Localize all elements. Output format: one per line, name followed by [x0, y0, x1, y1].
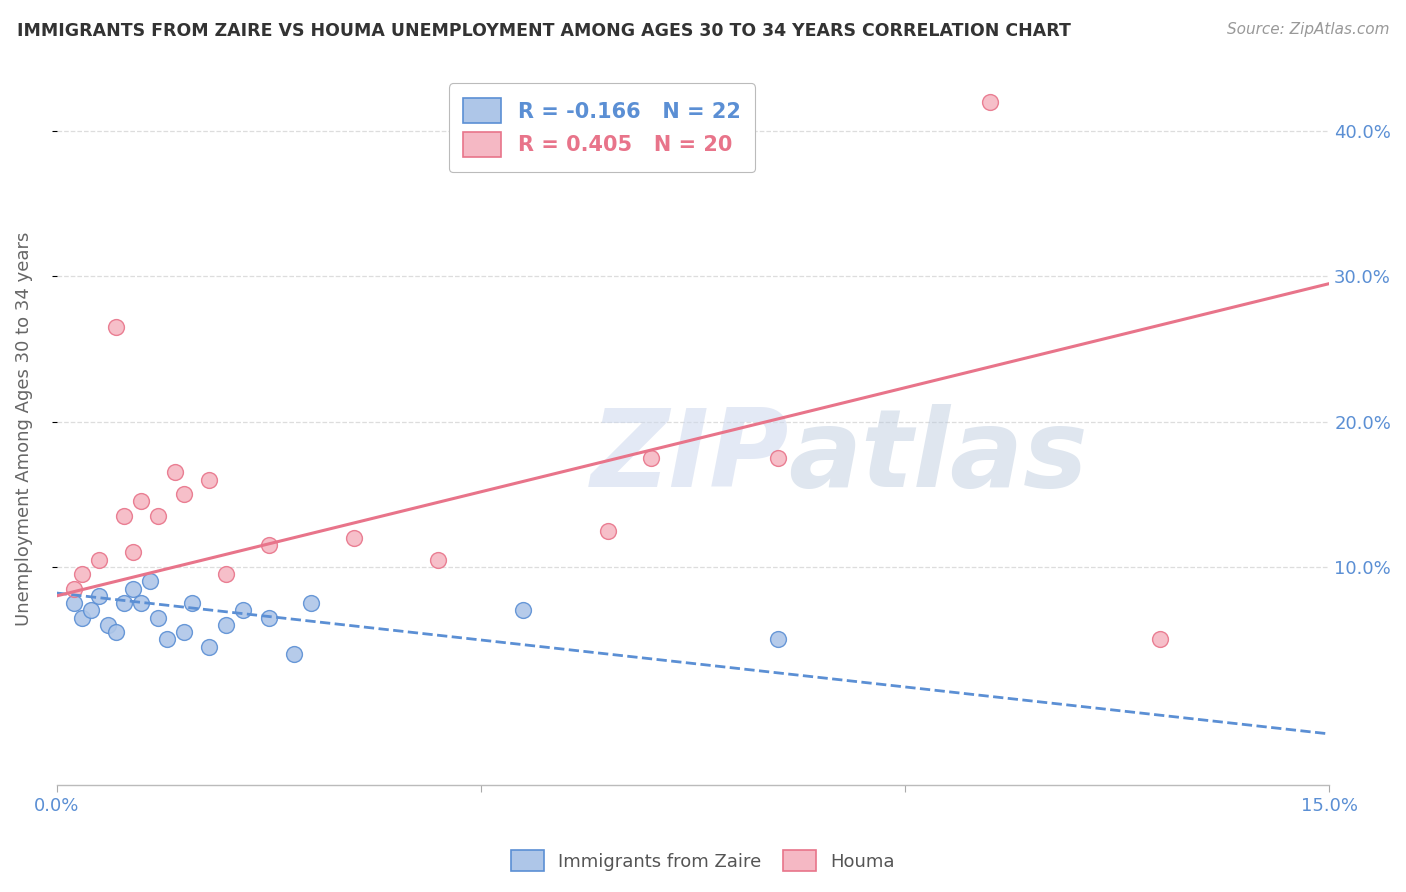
Point: [766, 632, 789, 647]
Point: [766, 450, 789, 465]
Point: [148, 509, 170, 524]
Point: [139, 574, 162, 589]
Point: [299, 596, 322, 610]
Point: [131, 494, 153, 508]
Point: [596, 524, 619, 538]
Y-axis label: Unemployment Among Ages 30 to 34 years: Unemployment Among Ages 30 to 34 years: [15, 232, 32, 626]
Point: [215, 618, 238, 632]
Point: [283, 647, 305, 661]
Point: [165, 466, 187, 480]
Point: [105, 625, 128, 640]
Point: [427, 552, 450, 566]
Legend: Immigrants from Zaire, Houma: Immigrants from Zaire, Houma: [505, 843, 901, 879]
Point: [181, 596, 204, 610]
Text: Source: ZipAtlas.com: Source: ZipAtlas.com: [1226, 22, 1389, 37]
Point: [62, 582, 84, 596]
Point: [70, 610, 93, 624]
Point: [62, 596, 84, 610]
Point: [215, 567, 238, 582]
Point: [148, 610, 170, 624]
Point: [1149, 632, 1171, 647]
Point: [122, 582, 145, 596]
Point: [79, 603, 101, 617]
Point: [198, 640, 221, 654]
Point: [198, 473, 221, 487]
Legend: R = -0.166   N = 22, R = 0.405   N = 20: R = -0.166 N = 22, R = 0.405 N = 20: [449, 83, 755, 172]
Point: [105, 320, 128, 334]
Point: [70, 567, 93, 582]
Point: [114, 509, 136, 524]
Point: [257, 610, 280, 624]
Point: [114, 596, 136, 610]
Point: [87, 589, 110, 603]
Text: IMMIGRANTS FROM ZAIRE VS HOUMA UNEMPLOYMENT AMONG AGES 30 TO 34 YEARS CORRELATIO: IMMIGRANTS FROM ZAIRE VS HOUMA UNEMPLOYM…: [17, 22, 1071, 40]
Point: [173, 487, 195, 501]
Point: [257, 538, 280, 552]
Point: [156, 632, 179, 647]
Point: [173, 625, 195, 640]
Text: ZIP: ZIP: [591, 404, 790, 510]
Point: [232, 603, 254, 617]
Point: [96, 618, 118, 632]
Point: [131, 596, 153, 610]
Point: [512, 603, 534, 617]
Point: [87, 552, 110, 566]
Point: [342, 531, 364, 545]
Point: [640, 450, 662, 465]
Text: atlas: atlas: [789, 404, 1088, 510]
Point: [122, 545, 145, 559]
Point: [979, 95, 1001, 109]
